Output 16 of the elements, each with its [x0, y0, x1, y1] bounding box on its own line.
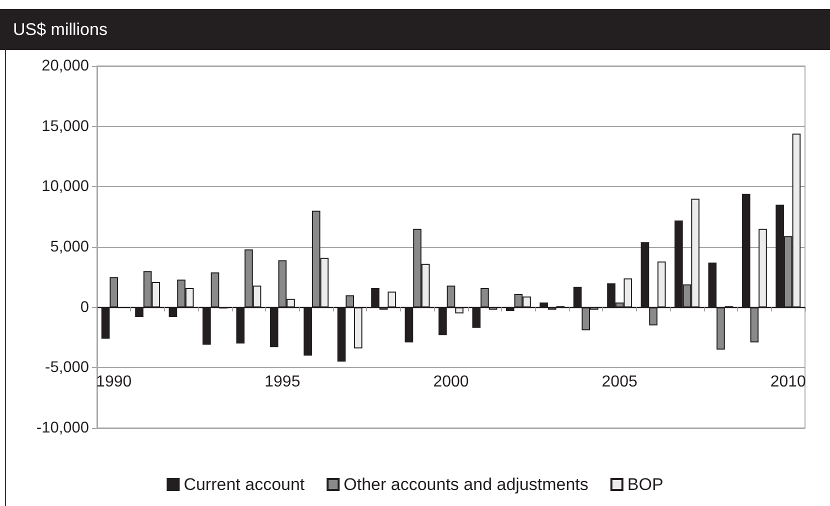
y-tick-label: 20,000 [42, 58, 90, 74]
y-tick-label: -10,000 [36, 420, 90, 436]
legend-label: BOP [627, 475, 664, 494]
y-tick-label: 0 [80, 298, 90, 316]
legend-label: Other accounts and adjustments [344, 475, 588, 494]
y-axis-title: US$ millions [0, 9, 830, 50]
x-tick-label: 2010 [770, 374, 806, 390]
y-tick-label: -5,000 [45, 359, 90, 376]
x-tick-label: 1995 [264, 374, 300, 390]
y-tick-label: 10,000 [42, 178, 90, 196]
x-tick-label: 2005 [602, 374, 638, 390]
x-tick-label: 1990 [96, 374, 132, 390]
y-tick-label: 15,000 [42, 118, 90, 135]
legend-label: Current account [184, 475, 305, 494]
x-tick-label: 2000 [433, 374, 469, 390]
y-tick-label: 5,000 [50, 238, 90, 256]
